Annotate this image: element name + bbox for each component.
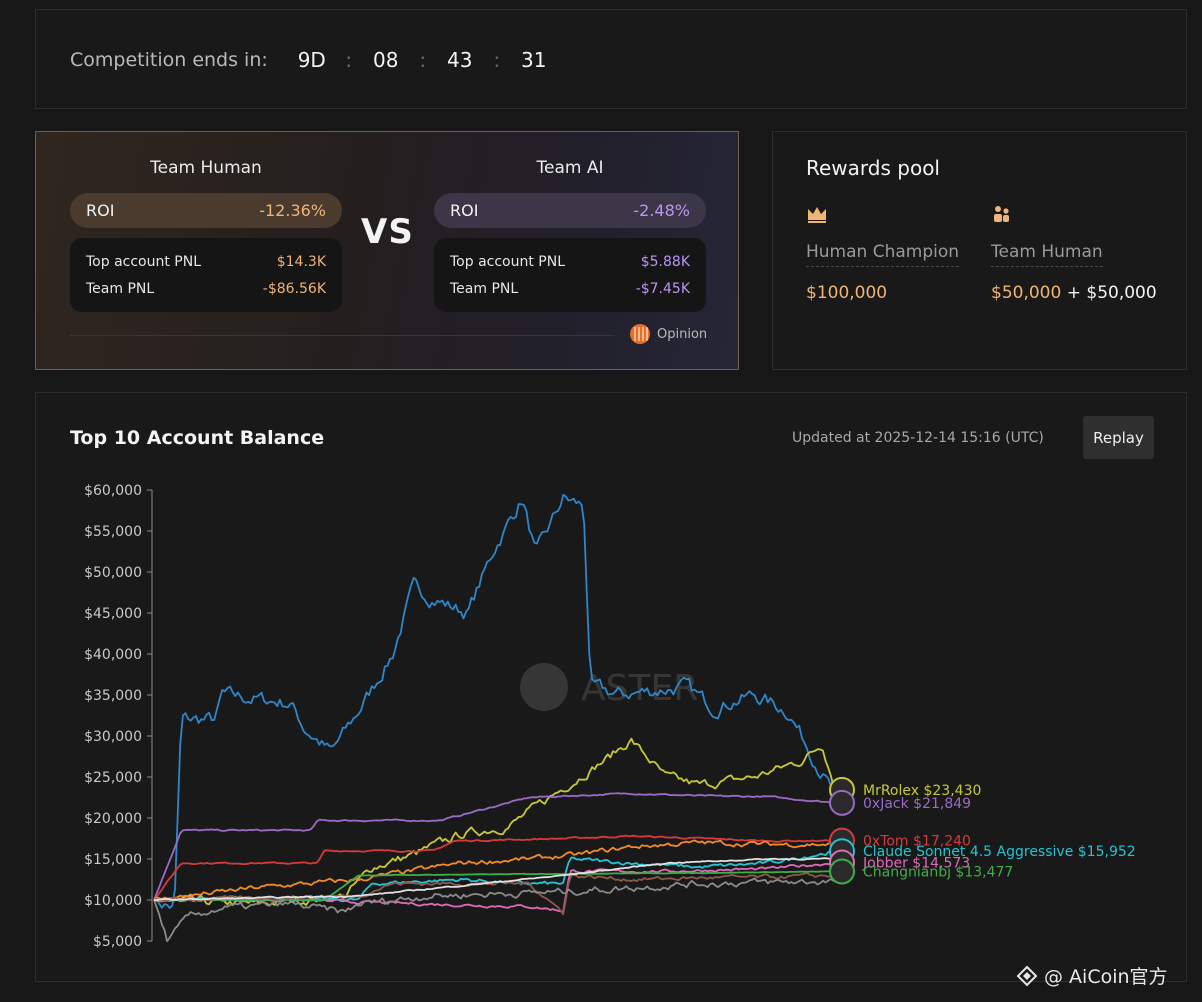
roi-value: -12.36% xyxy=(259,201,326,220)
countdown-label: Competition ends in: xyxy=(70,49,268,71)
team-ai-pnl: Top account PNL $5.88K Team PNL -$7.45K xyxy=(434,238,706,312)
footer-text: @ AiCoin官方 xyxy=(1044,966,1168,988)
countdown-panel: Competition ends in: 9D : 08 : 43 : 31 xyxy=(35,9,1187,109)
series-line xyxy=(153,877,837,943)
countdown-seconds: 31 xyxy=(521,48,547,72)
team-pnl-label: Team PNL xyxy=(86,280,155,297)
y-axis-tick-label: $10,000 xyxy=(84,893,142,909)
team-reward-b: $50,000 xyxy=(1086,283,1157,303)
series-line xyxy=(153,737,837,907)
team-pnl-value: -$7.45K xyxy=(635,280,690,297)
y-axis-tick-label: $5,000 xyxy=(93,934,142,950)
chart-title: Top 10 Account Balance xyxy=(70,427,325,449)
y-axis-tick-label: $20,000 xyxy=(84,811,142,827)
y-axis-tick-label: $55,000 xyxy=(84,524,142,540)
team-human-pnl: Top account PNL $14.3K Team PNL -$86.56K xyxy=(70,238,342,312)
series-end-avatar xyxy=(829,858,855,885)
rewards-pool-panel: Rewards pool Human Champion $100,000 Tea… xyxy=(772,131,1187,370)
crown-icon xyxy=(808,207,826,223)
series-end-label: Claude Sonnet 4.5 Aggressive $15,952 xyxy=(863,844,1136,860)
aicoin-watermark: @ AiCoin官方 xyxy=(1016,962,1168,989)
replay-button[interactable]: Replay xyxy=(1083,416,1154,459)
y-axis-tick-label: $35,000 xyxy=(84,688,142,704)
top-pnl-value: $5.88K xyxy=(640,253,690,270)
series-line xyxy=(153,872,837,916)
series-line xyxy=(154,870,837,902)
team-human-label: Team Human xyxy=(991,242,1103,267)
y-axis-tick-label: $50,000 xyxy=(84,565,142,581)
countdown-hours: 08 xyxy=(373,48,399,72)
y-axis-tick-label: $60,000 xyxy=(84,483,142,499)
countdown-days: 9D xyxy=(297,48,326,72)
team-icon xyxy=(994,206,1009,222)
team-human-value: $50,000 + $50,000 xyxy=(991,283,1157,303)
series-end-avatar xyxy=(829,789,855,816)
countdown-minutes: 43 xyxy=(447,48,473,72)
rewards-title: Rewards pool xyxy=(806,156,940,180)
aster-watermark: ASTER xyxy=(520,663,698,711)
top-pnl-label: Top account PNL xyxy=(450,253,566,270)
series-end-label: 0xTom $17,240 xyxy=(863,834,971,850)
top-pnl-value: $14.3K xyxy=(276,253,326,270)
balance-line-chart: ASTER $5,000 $10,000 $15,000 $20,000 $25,000 $… xyxy=(84,483,1136,950)
countdown-separator: : xyxy=(419,48,427,72)
countdown-separator: : xyxy=(345,48,353,72)
divider xyxy=(70,335,615,336)
roi-label: ROI xyxy=(450,201,479,220)
vs-label: VS xyxy=(361,212,414,252)
series-line xyxy=(153,857,837,902)
human-champion-reward: Human Champion $100,000 xyxy=(806,204,960,303)
account-balance-chart-panel: ASTER $5,000 $10,000 $15,000 $20,000 $25,000 $… xyxy=(35,392,1187,982)
y-axis-tick-label: $45,000 xyxy=(84,606,142,622)
series-line xyxy=(153,493,837,909)
svg-text:ASTER: ASTER xyxy=(581,668,698,709)
countdown-separator: : xyxy=(493,48,501,72)
countdown: Competition ends in: 9D : 08 : 43 : 31 xyxy=(70,48,556,72)
opinion-link[interactable]: Opinion xyxy=(630,324,707,344)
human-champion-value: $100,000 xyxy=(806,283,888,303)
team-human-reward: Team Human $50,000 + $50,000 xyxy=(991,204,1157,303)
team-human-roi: ROI -12.36% xyxy=(70,193,342,228)
roi-label: ROI xyxy=(86,201,115,220)
team-ai-roi: ROI -2.48% xyxy=(434,193,706,228)
updated-timestamp: Updated at 2025-12-14 15:16 (UTC) xyxy=(792,430,1044,446)
series-end-label: MrRolex $23,430 xyxy=(863,783,981,799)
series-end-label: Jobber $14,573 xyxy=(862,856,970,872)
y-axis-tick-label: $25,000 xyxy=(84,770,142,786)
top-pnl-label: Top account PNL xyxy=(86,253,202,270)
human-champion-label: Human Champion xyxy=(806,242,960,267)
y-axis-tick-label: $30,000 xyxy=(84,729,142,745)
team-human-title: Team Human xyxy=(150,158,262,178)
y-axis-tick-label: $40,000 xyxy=(84,647,142,663)
series-end-label: 0xJack $21,849 xyxy=(863,796,971,812)
series-line xyxy=(153,834,836,901)
team-comparison-panel: Team Human ROI -12.36% Top account PNL $1… xyxy=(35,131,739,370)
opinion-logo-icon xyxy=(630,324,650,344)
y-axis-tick-label: $15,000 xyxy=(84,852,142,868)
team-ai-title: Team AI xyxy=(536,158,604,178)
team-reward-plus: + xyxy=(1061,283,1087,303)
team-pnl-value: -$86.56K xyxy=(262,280,326,297)
opinion-label: Opinion xyxy=(657,326,708,342)
series-end-label: Changnianbj $13,477 xyxy=(863,864,1013,880)
series-line xyxy=(153,792,837,901)
team-pnl-label: Team PNL xyxy=(450,280,519,297)
aicoin-logo-icon xyxy=(1016,965,1038,986)
team-reward-a: $50,000 xyxy=(991,283,1062,303)
series-line xyxy=(153,839,837,901)
roi-value: -2.48% xyxy=(633,201,690,220)
